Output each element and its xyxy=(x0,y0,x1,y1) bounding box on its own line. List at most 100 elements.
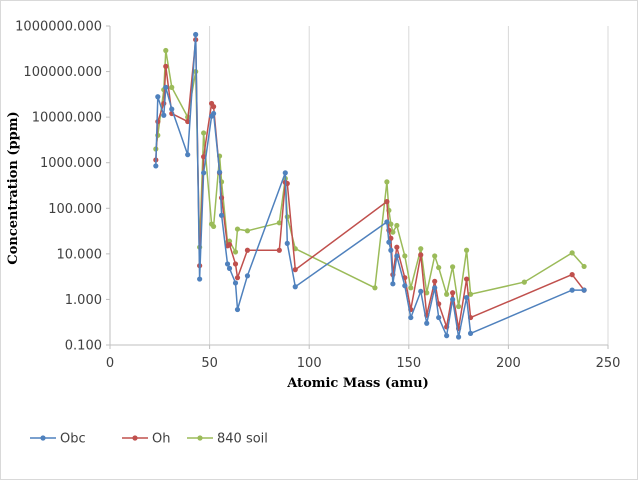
data-point xyxy=(390,229,396,235)
x-tick-label: 50 xyxy=(201,356,218,371)
data-point xyxy=(201,170,207,176)
data-point xyxy=(163,84,169,90)
data-point xyxy=(226,265,233,271)
series-line xyxy=(155,34,585,339)
data-point xyxy=(210,110,217,117)
data-point xyxy=(418,288,424,295)
data-point xyxy=(244,273,251,279)
data-point xyxy=(234,306,241,313)
data-point xyxy=(224,261,231,267)
data-point xyxy=(402,253,408,259)
data-point xyxy=(388,235,394,241)
data-point xyxy=(450,296,456,303)
data-point xyxy=(390,281,396,287)
data-point xyxy=(276,220,282,226)
data-point xyxy=(456,334,462,340)
data-point xyxy=(384,219,390,225)
y-tick-labels: 0.100 1.000 10.000 100.000 1000.000 10000.000… xyxy=(15,20,110,354)
data-point xyxy=(444,333,450,339)
data-point xyxy=(388,221,394,227)
data-point xyxy=(216,169,223,175)
data-point xyxy=(292,284,298,290)
data-point xyxy=(402,283,408,289)
legend-marker xyxy=(197,435,203,441)
grid-lines xyxy=(209,26,609,345)
data-point xyxy=(418,246,424,252)
x-tick-labels: 0 50 100 150 200 250 xyxy=(106,345,620,371)
x-axis-title: Atomic Mass (amu) xyxy=(286,376,429,391)
series-oh xyxy=(153,37,587,332)
axes xyxy=(109,26,608,346)
series-obc xyxy=(153,31,587,340)
data-point xyxy=(193,31,199,38)
y-tick-label: 10.000 xyxy=(57,247,103,262)
data-point xyxy=(463,276,470,282)
data-point xyxy=(163,63,169,69)
data-point xyxy=(436,264,442,271)
data-point xyxy=(284,240,290,246)
data-point xyxy=(185,152,191,158)
data-point xyxy=(169,84,175,90)
data-point xyxy=(424,320,430,326)
data-point xyxy=(282,170,288,176)
data-point xyxy=(408,314,414,321)
legend-marker xyxy=(132,435,138,441)
data-point xyxy=(394,244,400,250)
data-point xyxy=(155,94,161,100)
data-point xyxy=(569,272,575,278)
data-point xyxy=(456,303,462,310)
data-point xyxy=(463,294,470,301)
series-layer xyxy=(153,31,587,340)
x-tick-label: 0 xyxy=(106,356,114,371)
legend-item: Obc xyxy=(30,432,86,447)
data-point xyxy=(581,287,587,293)
data-point xyxy=(210,223,217,230)
data-point xyxy=(185,118,191,125)
data-point xyxy=(394,222,400,229)
data-point xyxy=(232,249,239,255)
data-point xyxy=(161,112,167,118)
data-point xyxy=(463,247,470,253)
legend-label: Obc xyxy=(60,432,86,447)
data-point xyxy=(581,263,587,270)
data-point xyxy=(163,47,169,54)
y-tick-label: 1000000.000 xyxy=(15,20,102,35)
data-point xyxy=(432,278,438,284)
data-point xyxy=(232,280,239,286)
data-point xyxy=(234,275,241,281)
legend-item: 840 soil xyxy=(187,432,268,447)
data-point xyxy=(372,285,378,291)
data-point xyxy=(244,247,251,253)
data-point xyxy=(386,239,392,245)
data-point xyxy=(569,287,575,293)
y-axis-title: Concentration (ppm) xyxy=(6,111,21,264)
data-point xyxy=(388,247,394,253)
y-tick-label: 10000.000 xyxy=(32,111,102,126)
legend-item: Oh xyxy=(122,432,170,447)
data-point xyxy=(432,253,438,259)
y-tick-label: 100000.000 xyxy=(23,65,102,80)
data-point xyxy=(276,247,282,253)
data-point xyxy=(197,276,203,282)
data-point xyxy=(394,253,400,259)
data-point xyxy=(418,252,424,258)
data-point xyxy=(153,163,159,169)
x-tick-label: 200 xyxy=(496,356,521,371)
data-point xyxy=(521,279,527,285)
data-point xyxy=(384,199,390,205)
y-tick-label: 1.000 xyxy=(65,293,102,308)
data-point xyxy=(292,267,298,273)
y-tick-label: 100.000 xyxy=(48,202,102,217)
data-point xyxy=(432,285,438,291)
data-point xyxy=(234,226,241,232)
data-point xyxy=(210,104,217,110)
series-840-soil xyxy=(153,47,587,310)
x-tick-label: 150 xyxy=(396,356,421,371)
data-point xyxy=(436,314,442,321)
data-point xyxy=(244,228,251,234)
data-point xyxy=(467,291,474,297)
data-point xyxy=(201,130,207,136)
data-point xyxy=(169,106,175,112)
data-point xyxy=(444,291,450,297)
